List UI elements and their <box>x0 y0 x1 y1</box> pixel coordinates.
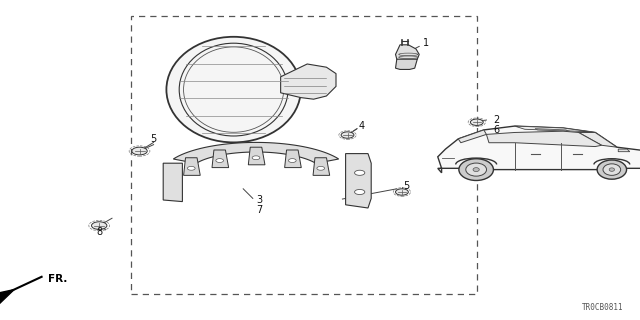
Polygon shape <box>486 131 602 147</box>
Circle shape <box>132 147 147 155</box>
Text: 7: 7 <box>256 204 262 215</box>
Polygon shape <box>438 126 640 173</box>
Polygon shape <box>280 64 336 99</box>
Text: FR.: FR. <box>48 274 67 284</box>
Text: 6: 6 <box>493 124 499 135</box>
Circle shape <box>317 166 324 170</box>
Polygon shape <box>579 132 617 147</box>
Polygon shape <box>173 142 339 163</box>
Circle shape <box>252 156 260 160</box>
Polygon shape <box>346 154 371 208</box>
Polygon shape <box>396 59 417 69</box>
Circle shape <box>341 132 354 138</box>
Ellipse shape <box>603 164 621 175</box>
Text: 8: 8 <box>96 227 102 237</box>
Circle shape <box>470 119 483 125</box>
Bar <box>131 16 477 294</box>
Polygon shape <box>618 149 630 152</box>
Ellipse shape <box>597 160 627 179</box>
Text: 1: 1 <box>422 38 429 48</box>
Polygon shape <box>535 129 570 131</box>
Circle shape <box>188 166 195 170</box>
Circle shape <box>216 159 223 163</box>
Ellipse shape <box>473 168 479 172</box>
Circle shape <box>289 159 296 163</box>
Polygon shape <box>0 290 14 303</box>
Text: 4: 4 <box>358 121 365 132</box>
Polygon shape <box>248 147 265 165</box>
Text: 5: 5 <box>403 180 410 191</box>
Ellipse shape <box>609 168 614 171</box>
Circle shape <box>355 189 365 195</box>
Polygon shape <box>212 150 228 168</box>
Ellipse shape <box>459 159 493 180</box>
Polygon shape <box>396 45 419 62</box>
Circle shape <box>396 189 408 195</box>
Polygon shape <box>313 158 330 175</box>
Polygon shape <box>285 150 301 168</box>
Text: 5: 5 <box>150 134 157 144</box>
Polygon shape <box>163 163 182 202</box>
Circle shape <box>355 170 365 175</box>
Polygon shape <box>515 126 595 132</box>
Text: 2: 2 <box>493 115 499 125</box>
Text: TR0CB0811: TR0CB0811 <box>582 303 624 312</box>
Text: 3: 3 <box>256 195 262 205</box>
Polygon shape <box>184 158 200 175</box>
Ellipse shape <box>466 163 486 176</box>
Circle shape <box>92 222 107 229</box>
Polygon shape <box>458 130 486 143</box>
Ellipse shape <box>166 37 301 142</box>
